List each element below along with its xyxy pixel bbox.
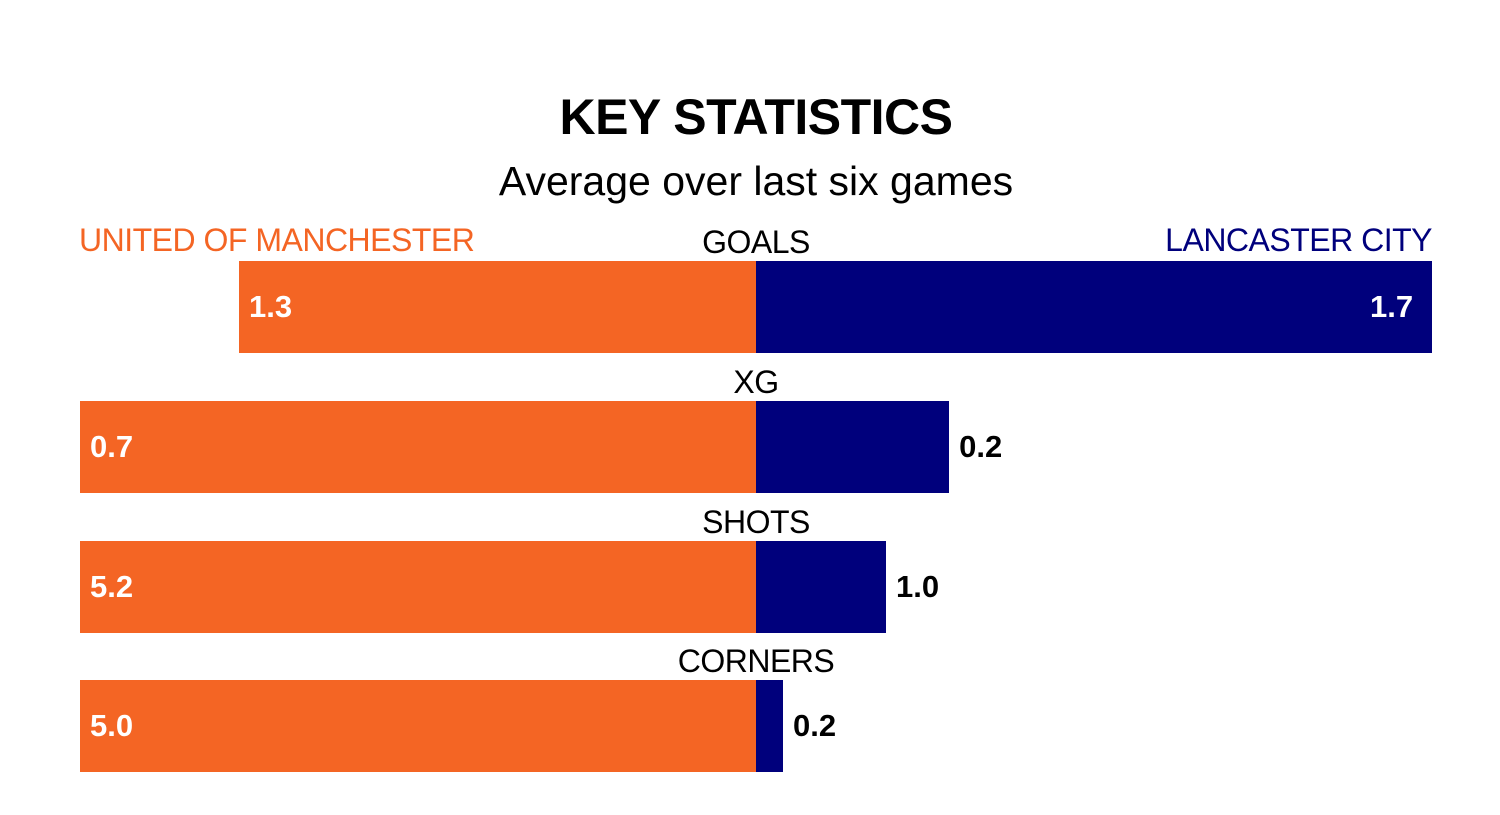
legend-team-right: LANCASTER CITY bbox=[1165, 222, 1432, 258]
bar-left-goals bbox=[239, 261, 756, 353]
bar-right-goals bbox=[756, 261, 1432, 353]
stat-label-shots: SHOTS bbox=[702, 504, 810, 540]
value-label-left-corners: 5.0 bbox=[90, 708, 134, 743]
value-label-left-shots: 5.2 bbox=[90, 569, 134, 604]
chart-subtitle: Average over last six games bbox=[498, 158, 1014, 204]
stat-label-corners: CORNERS bbox=[677, 643, 835, 679]
bar-left-xg bbox=[80, 401, 756, 493]
legend-team-left: UNITED OF MANCHESTER bbox=[79, 222, 475, 258]
value-label-left-goals: 1.3 bbox=[249, 289, 293, 324]
stat-label-goals: GOALS bbox=[702, 224, 810, 260]
stat-label-xg: XG bbox=[733, 364, 779, 400]
bar-right-shots bbox=[756, 541, 886, 633]
value-label-right-shots: 1.0 bbox=[896, 569, 940, 604]
chart-title: KEY STATISTICS bbox=[559, 89, 953, 145]
bar-left-shots bbox=[80, 541, 756, 633]
value-label-right-corners: 0.2 bbox=[793, 708, 837, 743]
value-label-right-xg: 0.2 bbox=[959, 429, 1003, 464]
bar-right-corners bbox=[756, 680, 784, 772]
bar-right-xg bbox=[756, 401, 950, 493]
bar-left-corners bbox=[80, 680, 756, 772]
value-label-left-xg: 0.7 bbox=[90, 429, 134, 464]
value-label-right-goals: 1.7 bbox=[1370, 289, 1414, 324]
